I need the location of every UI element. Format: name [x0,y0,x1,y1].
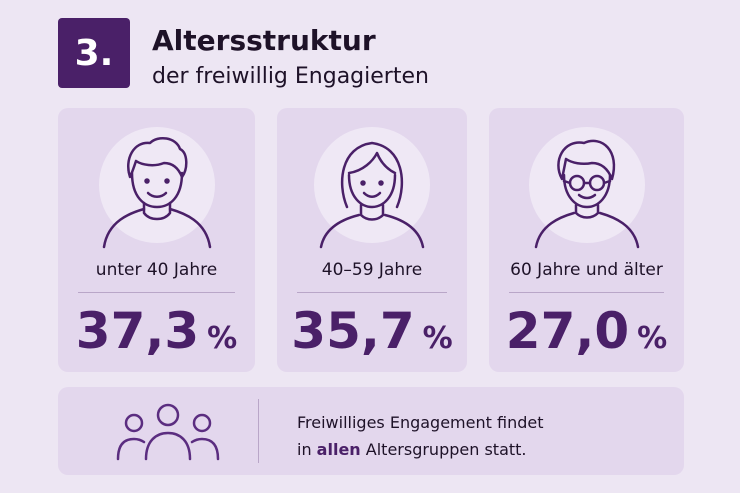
share-unit: % [207,321,238,356]
share-unit: % [637,321,668,356]
avatar-senior [528,127,645,249]
age-label: 60 Jahre und älter [510,260,663,280]
footer-line: Freiwilliges Engagement findet [297,413,544,432]
divider [297,292,447,293]
footer-divider [258,399,259,463]
age-label: unter 40 Jahre [95,260,218,280]
section-number: 3. [58,18,130,88]
divider [509,292,664,293]
footer-text: Freiwilliges Engagement findet in allen A… [297,409,543,463]
share: 35,7% [277,302,467,360]
footer-text-part: in [297,440,317,459]
age-card: 40–59 Jahre 35,7% [277,108,467,372]
share: 37,3% [58,302,255,360]
share-value: 27,0 [505,302,630,360]
footer-text-part: Altersgruppen statt. [360,440,527,459]
share: 27,0% [489,302,684,360]
footer-highlight: allen [316,440,361,459]
title: Altersstruktur [152,24,376,57]
share-unit: % [422,321,453,356]
age-label: 40–59 Jahre [321,260,423,280]
avatar-middle [314,127,430,249]
share-value: 37,3 [75,302,200,360]
age-card: 60 Jahre und älter 27,0% [489,108,684,372]
age-card: unter 40 Jahre 37,3% [58,108,255,372]
group-icon [116,403,220,461]
share-value: 35,7 [291,302,415,360]
subtitle: der freiwillig Engagierten [152,64,429,89]
avatar-young [98,127,215,249]
divider [78,292,235,293]
footer-box: Freiwilliges Engagement findet in allen A… [58,387,684,475]
